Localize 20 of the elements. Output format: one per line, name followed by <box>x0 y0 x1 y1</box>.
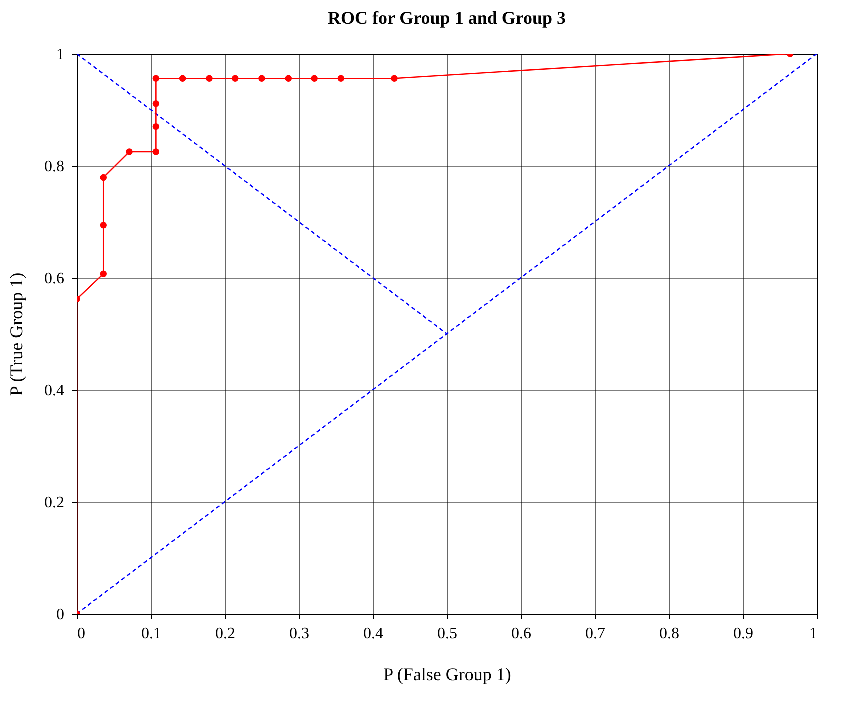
chart-title: ROC for Group 1 and Group 3 <box>328 8 566 28</box>
x-tick-label: 0.3 <box>290 626 310 642</box>
x-tick-label: 0 <box>78 626 86 642</box>
x-tick-label: 0.5 <box>438 626 458 642</box>
x-tick-label: 0.7 <box>586 626 606 642</box>
x-axis-title: P (False Group 1) <box>384 664 512 684</box>
y-tick-label: 0 <box>56 606 64 624</box>
x-tick-label: 0.4 <box>364 626 384 642</box>
y-tick-label: 0.6 <box>44 270 64 288</box>
x-tick-label: 1 <box>810 626 818 642</box>
x-tick-label: 0.8 <box>660 626 680 642</box>
x-tick-label: 0.1 <box>142 626 162 642</box>
y-axis-title: P (True Group 1) <box>6 272 26 396</box>
x-tick-label: 0.9 <box>734 626 754 642</box>
x-tick-label: 0.6 <box>512 626 532 642</box>
x-tick-label: 0.2 <box>216 626 236 642</box>
y-tick-label: 0.2 <box>44 494 64 512</box>
y-tick-label: 0.8 <box>44 158 64 176</box>
y-tick-label: 0.4 <box>44 382 64 400</box>
y-tick-label: 1 <box>56 46 64 64</box>
